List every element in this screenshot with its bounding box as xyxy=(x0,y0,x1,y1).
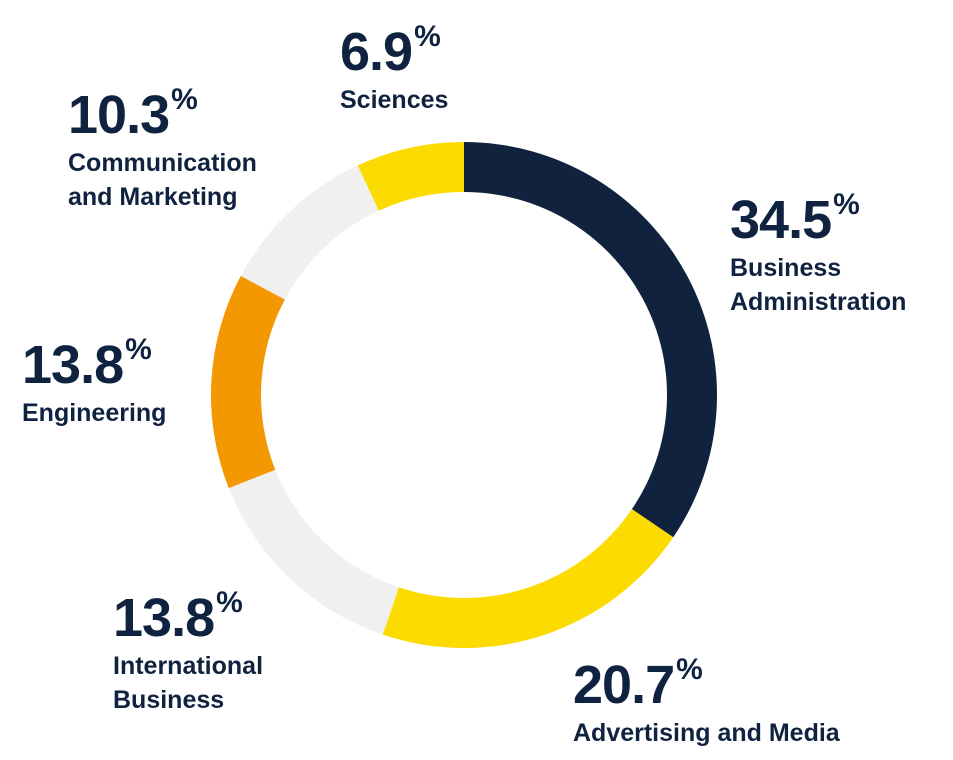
category-line: Advertising and Media xyxy=(573,719,840,747)
category-line: International xyxy=(113,652,264,680)
label-business-administration: 34.5% Business Administration xyxy=(730,190,906,319)
value-business-administration: 34.5 xyxy=(730,190,832,250)
category-communication-and-marketing: Communication and Marketing xyxy=(68,146,257,214)
category-line: Engineering xyxy=(22,399,167,427)
category-international-business: International Business xyxy=(113,649,263,717)
donut-slice-international-business xyxy=(228,469,399,635)
category-business-administration: Business Administration xyxy=(730,251,906,319)
category-line: Administration xyxy=(730,288,907,316)
unit-communication-and-marketing: % xyxy=(171,83,198,116)
value-advertising-and-media: 20.7 xyxy=(573,655,675,715)
unit-business-administration: % xyxy=(833,188,860,221)
unit-international-business: % xyxy=(216,586,243,619)
unit-engineering: % xyxy=(125,333,152,366)
unit-sciences: % xyxy=(414,20,441,53)
category-line: Business xyxy=(730,254,842,282)
category-sciences: Sciences xyxy=(340,83,448,117)
label-advertising-and-media: 20.7% Advertising and Media xyxy=(573,655,840,750)
category-line: and Marketing xyxy=(68,183,238,211)
category-engineering: Engineering xyxy=(22,396,166,430)
unit-advertising-and-media: % xyxy=(676,653,703,686)
value-sciences: 6.9 xyxy=(340,22,413,82)
donut-slice-communication-and-marketing xyxy=(240,165,379,300)
category-line: Business xyxy=(113,686,225,714)
category-line: Sciences xyxy=(340,86,449,114)
label-sciences: 6.9% Sciences xyxy=(340,22,448,117)
donut-slice-advertising-and-media xyxy=(382,509,674,648)
donut-slice-business-administration xyxy=(464,142,717,538)
donut-slice-sciences xyxy=(357,142,464,211)
category-line: Communication xyxy=(68,149,257,177)
category-advertising-and-media: Advertising and Media xyxy=(573,716,840,750)
donut-slice-engineering xyxy=(211,275,285,489)
value-international-business: 13.8 xyxy=(113,588,215,648)
value-communication-and-marketing: 10.3 xyxy=(68,85,170,145)
label-international-business: 13.8% International Business xyxy=(113,588,263,717)
value-engineering: 13.8 xyxy=(22,335,124,395)
label-engineering: 13.8% Engineering xyxy=(22,335,166,430)
label-communication-and-marketing: 10.3% Communication and Marketing xyxy=(68,85,257,214)
